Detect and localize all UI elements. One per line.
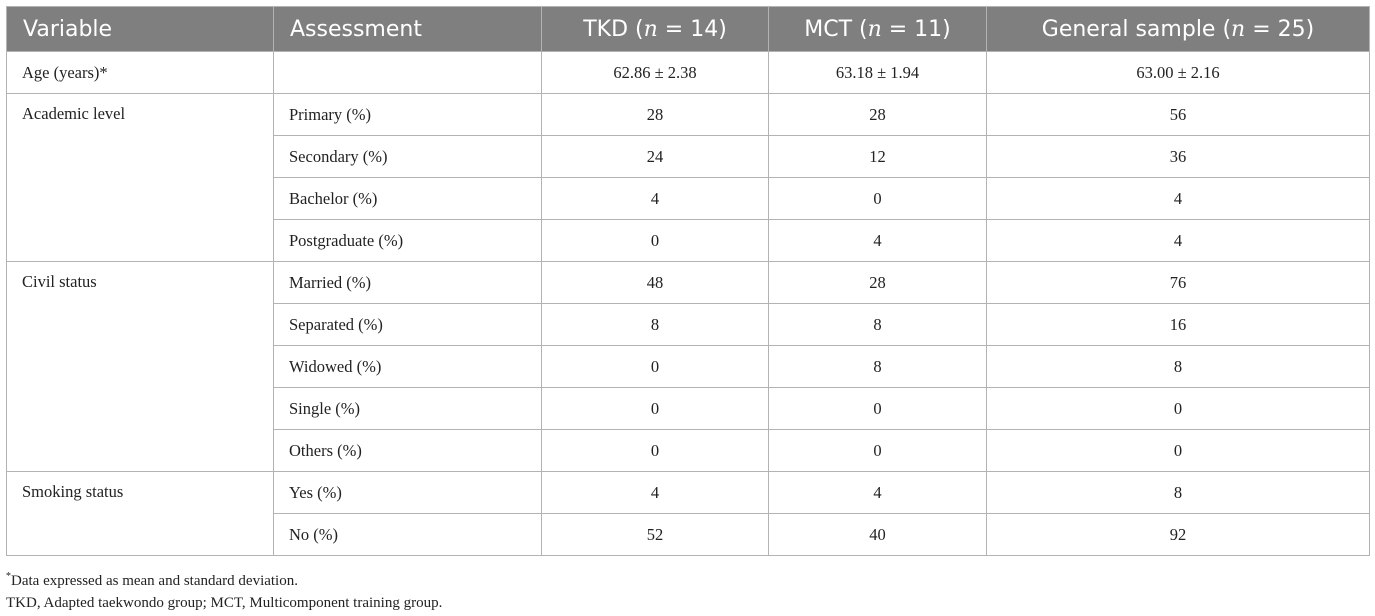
mct-cell: 28 (768, 93, 987, 136)
table-footnotes: *Data expressed as mean and standard dev… (6, 566, 1369, 614)
tkd-cell: 0 (541, 345, 769, 388)
mct-cell: 8 (768, 303, 987, 346)
assessment-cell: Bachelor (%) (273, 177, 542, 220)
header-general-sample: General sample (n = 25) (986, 6, 1370, 52)
table-row: Age (years)* 62.86 ± 2.38 63.18 ± 1.94 6… (6, 51, 1370, 94)
mct-cell: 4 (768, 219, 987, 262)
table-row: Separated (%) 8 8 16 (7, 303, 1370, 346)
table-row: Secondary (%) 24 12 36 (7, 135, 1370, 178)
assessment-cell: Primary (%) (273, 93, 542, 136)
header-variable: Variable (6, 6, 274, 52)
tkd-cell: 52 (541, 513, 769, 556)
general-cell: 56 (986, 93, 1370, 136)
assessment-cell: No (%) (273, 513, 542, 556)
general-cell: 4 (986, 177, 1370, 220)
table-row: No (%) 52 40 92 (7, 513, 1370, 556)
header-mct: MCT (n = 11) (768, 6, 987, 52)
table-row: Bachelor (%) 4 0 4 (7, 177, 1370, 220)
header-row: Variable Assessment TKD (n = 14) MCT (n … (6, 6, 1370, 52)
tkd-cell: 0 (541, 219, 769, 262)
tkd-cell: 24 (541, 135, 769, 178)
mct-cell: 28 (768, 261, 987, 304)
assessment-cell: Separated (%) (273, 303, 542, 346)
general-cell: 8 (986, 471, 1370, 514)
general-cell: 16 (986, 303, 1370, 346)
mct-cell: 0 (768, 429, 987, 472)
mct-cell: 0 (768, 177, 987, 220)
footnote-abbreviations: TKD, Adapted taekwondo group; MCT, Multi… (6, 595, 443, 611)
general-cell: 0 (986, 429, 1370, 472)
assessment-cell (273, 51, 542, 94)
assessment-cell: Married (%) (273, 261, 542, 304)
mct-cell: 63.18 ± 1.94 (768, 51, 987, 94)
mct-cell: 40 (768, 513, 987, 556)
demographics-table: Variable Assessment TKD (n = 14) MCT (n … (6, 6, 1370, 556)
tkd-cell: 8 (541, 303, 769, 346)
footnote-mark: * (6, 571, 11, 582)
variable-cell: Civil status (6, 261, 274, 472)
general-cell: 0 (986, 387, 1370, 430)
mct-cell: 4 (768, 471, 987, 514)
variable-cell: Smoking status (6, 471, 274, 556)
header-tkd: TKD (n = 14) (541, 6, 769, 52)
table-row: Widowed (%) 0 8 8 (7, 345, 1370, 388)
assessment-cell: Postgraduate (%) (273, 219, 542, 262)
tkd-cell: 62.86 ± 2.38 (541, 51, 769, 94)
assessment-cell: Widowed (%) (273, 345, 542, 388)
table-row: Smoking status Yes (%) 4 4 8 (6, 471, 1370, 556)
mct-cell: 0 (768, 387, 987, 430)
header-assessment: Assessment (273, 6, 542, 52)
tkd-cell: 0 (541, 429, 769, 472)
tkd-cell: 4 (541, 177, 769, 220)
general-cell: 4 (986, 219, 1370, 262)
mct-cell: 8 (768, 345, 987, 388)
tkd-cell: 28 (541, 93, 769, 136)
footnote-mean-sd: *Data expressed as mean and standard dev… (6, 571, 298, 589)
table-row: Academic level Primary (%) 28 28 56 (6, 93, 1370, 262)
general-cell: 36 (986, 135, 1370, 178)
general-cell: 63.00 ± 2.16 (986, 51, 1370, 94)
assessment-cell: Others (%) (273, 429, 542, 472)
table-row: Civil status Married (%) 48 28 76 (6, 261, 1370, 472)
general-cell: 92 (986, 513, 1370, 556)
table-row: Others (%) 0 0 0 (7, 429, 1370, 472)
tkd-cell: 0 (541, 387, 769, 430)
general-cell: 76 (986, 261, 1370, 304)
general-cell: 8 (986, 345, 1370, 388)
assessment-cell: Yes (%) (273, 471, 542, 514)
mct-cell: 12 (768, 135, 987, 178)
table-row: Single (%) 0 0 0 (7, 387, 1370, 430)
variable-cell: Age (years)* (6, 51, 274, 94)
tkd-cell: 48 (541, 261, 769, 304)
variable-cell: Academic level (6, 93, 274, 262)
assessment-cell: Single (%) (273, 387, 542, 430)
tkd-cell: 4 (541, 471, 769, 514)
table-container: Variable Assessment TKD (n = 14) MCT (n … (6, 6, 1370, 614)
assessment-cell: Secondary (%) (273, 135, 542, 178)
